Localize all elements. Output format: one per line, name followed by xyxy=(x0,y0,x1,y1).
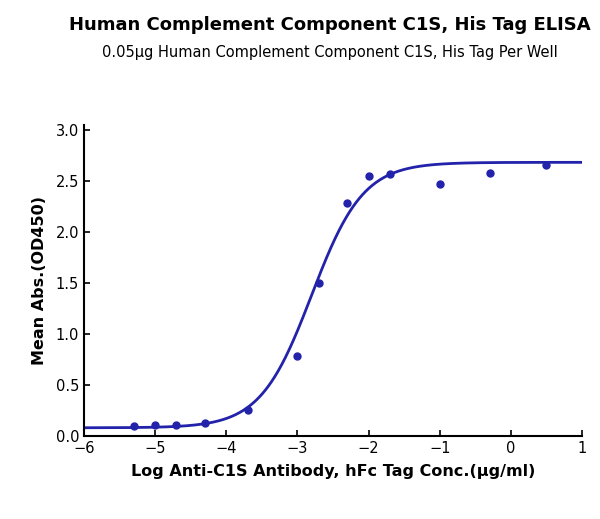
X-axis label: Log Anti-C1S Antibody, hFc Tag Conc.(μg/ml): Log Anti-C1S Antibody, hFc Tag Conc.(μg/… xyxy=(131,464,535,479)
Y-axis label: Mean Abs.(OD450): Mean Abs.(OD450) xyxy=(32,196,47,365)
Text: 0.05μg Human Complement Component C1S, His Tag Per Well: 0.05μg Human Complement Component C1S, H… xyxy=(102,45,558,60)
Text: Human Complement Component C1S, His Tag ELISA: Human Complement Component C1S, His Tag … xyxy=(69,16,591,34)
